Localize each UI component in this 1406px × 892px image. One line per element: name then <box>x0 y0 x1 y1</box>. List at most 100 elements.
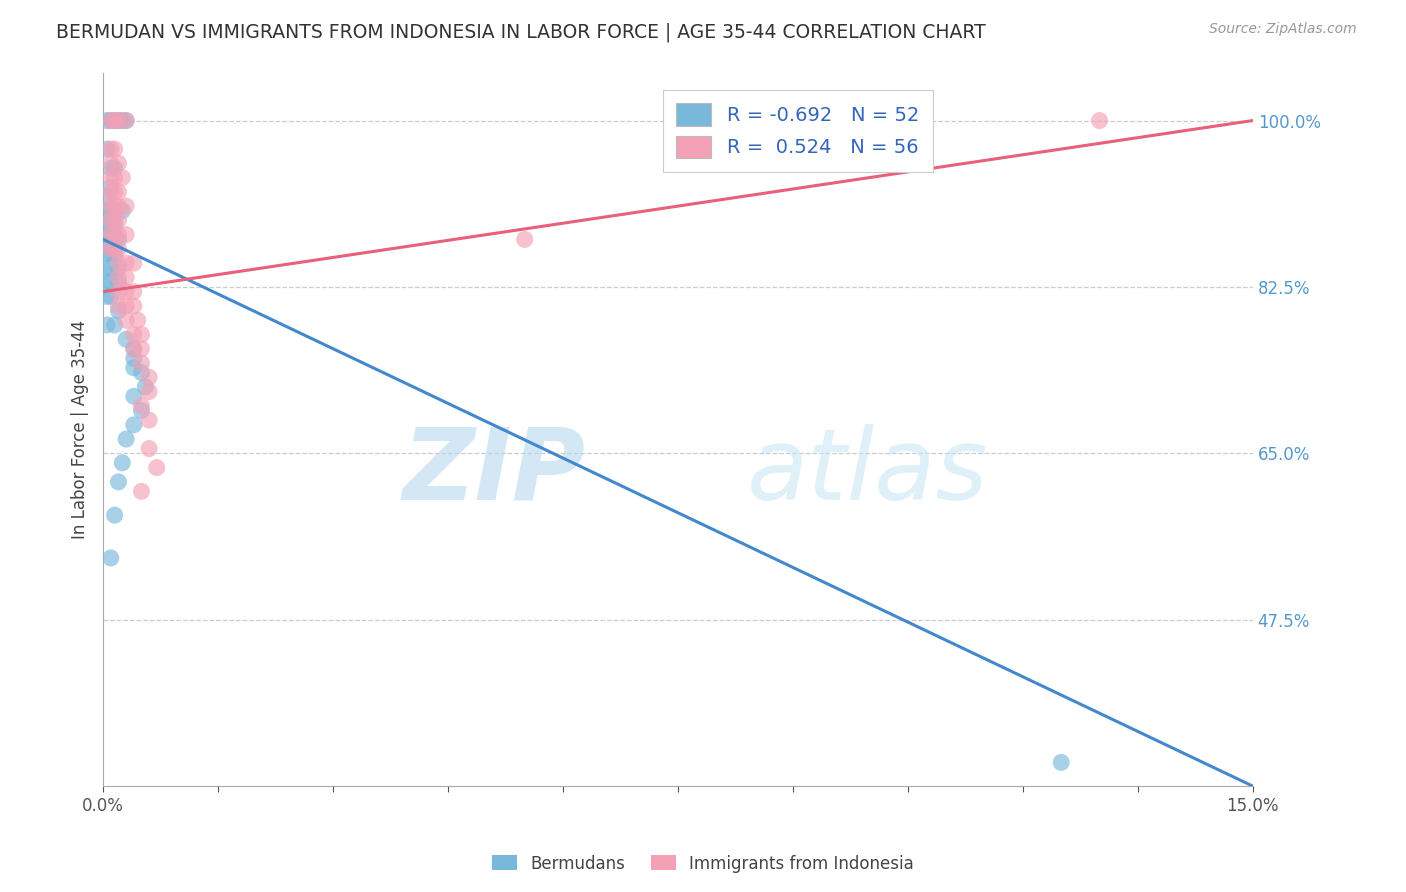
Point <box>104 113 127 128</box>
Point <box>100 199 122 213</box>
Point <box>122 285 145 299</box>
Point <box>1088 113 1111 128</box>
Point <box>111 113 134 128</box>
Point <box>131 403 153 417</box>
Point <box>115 270 138 285</box>
Point <box>96 275 118 289</box>
Point <box>107 113 129 128</box>
Point <box>104 508 127 523</box>
Point <box>107 285 129 299</box>
Point <box>107 270 129 285</box>
Point <box>96 232 118 246</box>
Point <box>100 170 122 185</box>
Point <box>122 360 145 375</box>
Point <box>100 289 122 303</box>
Legend: Bermudans, Immigrants from Indonesia: Bermudans, Immigrants from Indonesia <box>485 848 921 880</box>
Point <box>104 142 127 156</box>
Point <box>115 432 138 446</box>
Point <box>122 327 145 342</box>
Point <box>104 246 127 260</box>
Point <box>100 550 122 565</box>
Point <box>100 232 122 246</box>
Point <box>100 246 122 260</box>
Point <box>122 299 145 313</box>
Point <box>104 170 127 185</box>
Point <box>100 185 122 199</box>
Point <box>104 227 127 242</box>
Point <box>513 232 536 246</box>
Point <box>107 185 129 199</box>
Point <box>115 285 138 299</box>
Point <box>107 227 129 242</box>
Point <box>100 213 122 227</box>
Point <box>1050 756 1073 770</box>
Point <box>111 170 134 185</box>
Point <box>96 246 118 260</box>
Y-axis label: In Labor Force | Age 35-44: In Labor Force | Age 35-44 <box>72 320 89 539</box>
Point <box>115 299 138 313</box>
Point <box>107 242 129 256</box>
Point <box>122 342 145 356</box>
Point <box>122 351 145 366</box>
Point <box>131 399 153 413</box>
Text: ZIP: ZIP <box>404 424 586 521</box>
Point <box>115 113 138 128</box>
Point <box>100 203 122 218</box>
Point <box>100 142 122 156</box>
Point <box>131 356 153 370</box>
Point <box>138 384 160 399</box>
Point <box>107 303 129 318</box>
Point <box>115 199 138 213</box>
Point <box>96 189 118 203</box>
Point <box>104 242 127 256</box>
Point <box>115 227 138 242</box>
Legend: R = -0.692   N = 52, R =  0.524   N = 56: R = -0.692 N = 52, R = 0.524 N = 56 <box>662 90 932 171</box>
Point <box>104 232 127 246</box>
Point <box>96 203 118 218</box>
Point <box>138 413 160 427</box>
Text: atlas: atlas <box>747 424 988 521</box>
Point <box>131 366 153 380</box>
Point <box>104 113 127 128</box>
Point <box>96 260 118 275</box>
Point <box>100 260 122 275</box>
Point <box>100 218 122 232</box>
Point <box>100 161 122 175</box>
Point <box>104 199 127 213</box>
Point <box>107 156 129 170</box>
Text: Source: ZipAtlas.com: Source: ZipAtlas.com <box>1209 22 1357 37</box>
Point <box>100 156 122 170</box>
Point <box>111 456 134 470</box>
Point <box>104 218 127 232</box>
Point <box>100 227 122 242</box>
Point <box>104 161 127 175</box>
Point <box>122 389 145 403</box>
Point <box>122 417 145 432</box>
Point <box>96 318 118 332</box>
Point <box>96 142 118 156</box>
Point <box>100 113 122 128</box>
Point <box>115 332 138 346</box>
Point <box>138 442 160 456</box>
Point <box>131 484 153 499</box>
Text: BERMUDAN VS IMMIGRANTS FROM INDONESIA IN LABOR FORCE | AGE 35-44 CORRELATION CHA: BERMUDAN VS IMMIGRANTS FROM INDONESIA IN… <box>56 22 986 42</box>
Point <box>100 113 122 128</box>
Point <box>96 113 118 128</box>
Point <box>107 232 129 246</box>
Point <box>107 113 129 128</box>
Point <box>107 213 129 227</box>
Point <box>107 299 129 313</box>
Point <box>100 275 122 289</box>
Point <box>100 242 122 256</box>
Point <box>134 380 156 394</box>
Point <box>96 289 118 303</box>
Point <box>107 260 129 275</box>
Point <box>107 275 129 289</box>
Point <box>115 113 138 128</box>
Point <box>127 313 149 327</box>
Point <box>122 342 145 356</box>
Point <box>107 475 129 489</box>
Point <box>100 180 122 194</box>
Point <box>131 342 153 356</box>
Point <box>104 185 127 199</box>
